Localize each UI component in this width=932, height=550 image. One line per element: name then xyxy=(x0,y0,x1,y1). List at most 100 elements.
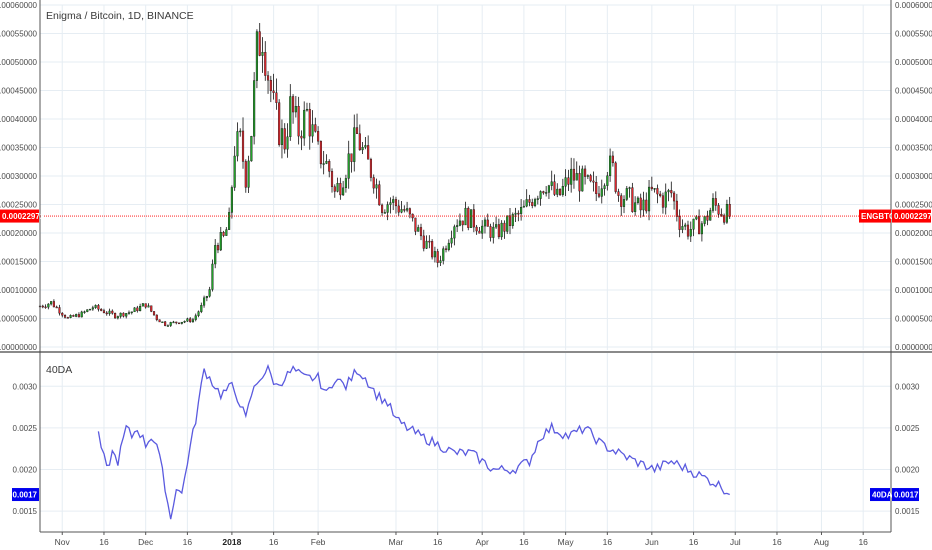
candle-down xyxy=(339,183,342,196)
candle-down xyxy=(41,305,44,308)
x-tick-label: 16 xyxy=(519,537,529,547)
price-tick-label-left: 0.00055000 xyxy=(0,30,38,39)
candle-down xyxy=(717,205,720,215)
candle-up xyxy=(236,131,239,157)
price-tick-label-right: 0.00020000 xyxy=(895,229,932,238)
candle-up xyxy=(550,181,553,186)
candle-up xyxy=(547,185,550,193)
candle-down xyxy=(319,140,322,165)
candle-down xyxy=(728,203,731,217)
candle-up xyxy=(108,310,111,314)
candle-up xyxy=(481,225,484,234)
candle-down xyxy=(461,220,464,226)
candle-up xyxy=(386,204,389,213)
candle-up xyxy=(47,303,50,308)
candle-up xyxy=(700,223,703,235)
price-panel[interactable] xyxy=(38,23,891,327)
candle-up xyxy=(681,226,684,230)
candle-down xyxy=(394,199,398,207)
candle-down xyxy=(150,305,153,312)
candle-up xyxy=(425,240,428,249)
candle-up xyxy=(75,314,78,317)
candle-up xyxy=(191,319,195,322)
candle-up xyxy=(50,301,53,305)
price-tick-label-left: 0.00060000 xyxy=(0,1,38,10)
price-tick-label-left: 0.00025000 xyxy=(0,201,38,210)
candle-up xyxy=(667,190,670,193)
x-tick-label: 16 xyxy=(433,537,443,547)
indicator-panel[interactable] xyxy=(97,363,730,520)
candle-up xyxy=(709,210,712,221)
last-price-badge-right-text: 0.00022972 xyxy=(894,212,932,221)
indicator-tick-label-left: 0.0025 xyxy=(13,424,38,433)
candle-down xyxy=(111,310,114,314)
candle-up xyxy=(514,212,517,215)
x-tick-label: Jul xyxy=(730,537,741,547)
candle-up xyxy=(130,311,133,314)
candle-down xyxy=(66,317,69,319)
indicator-name-badge-text: 40DA xyxy=(872,491,893,500)
symbol-badge-bg xyxy=(859,209,891,223)
candle-up xyxy=(69,315,72,318)
candle-down xyxy=(275,92,278,103)
price-tick-label-right: 0.00050000 xyxy=(895,58,932,67)
candle-up xyxy=(225,229,228,236)
candle-down xyxy=(497,224,500,238)
candle-up xyxy=(294,106,297,113)
candle-down xyxy=(61,312,64,316)
candle-up xyxy=(325,161,328,164)
candle-down xyxy=(714,198,717,206)
candle-down xyxy=(531,202,534,206)
candle-down xyxy=(241,130,245,162)
candle-down xyxy=(720,213,723,216)
candle-up xyxy=(447,242,450,250)
candle-up xyxy=(180,321,183,324)
candle-up xyxy=(647,186,651,212)
candle-up xyxy=(581,168,584,192)
candle-up xyxy=(289,96,292,138)
candle-down xyxy=(63,315,67,318)
candle-down xyxy=(675,200,678,217)
candle-down xyxy=(489,226,492,238)
candle-down xyxy=(670,190,673,194)
indicator-tick-label-left: 0.0030 xyxy=(13,382,38,391)
candle-up xyxy=(506,215,509,232)
candle-up xyxy=(336,183,339,192)
candle-down xyxy=(355,127,359,134)
candle-up xyxy=(522,205,525,208)
candle-down xyxy=(678,216,681,230)
indicator-40da-line xyxy=(97,363,730,520)
indicator-tick-label-right: 0.0030 xyxy=(895,382,920,391)
x-tick-label: May xyxy=(558,537,575,547)
candle-up xyxy=(561,186,564,195)
price-tick-label-left: 0.00040000 xyxy=(0,115,38,124)
price-tick-label-left: 0.00010000 xyxy=(0,286,38,295)
candle-up xyxy=(200,305,203,312)
candle-up xyxy=(628,187,631,189)
candle-down xyxy=(72,315,75,317)
candle-down xyxy=(572,168,576,181)
candle-up xyxy=(642,199,645,211)
candle-up xyxy=(166,325,169,327)
indicator-value-badge-left-bg xyxy=(12,488,39,502)
candle-down xyxy=(472,209,475,228)
candle-up xyxy=(469,209,473,228)
x-tick-label: 16 xyxy=(689,537,699,547)
candle-down xyxy=(558,188,562,195)
candle-up xyxy=(353,127,356,162)
price-tick-label-left: 0.00050000 xyxy=(0,58,38,67)
candle-down xyxy=(645,199,648,212)
candle-down xyxy=(686,224,690,237)
candle-up xyxy=(230,187,233,213)
price-tick-label-right: 0.00030000 xyxy=(895,172,932,181)
indicator-name-badge: 40DA xyxy=(870,488,893,502)
candle-down xyxy=(444,248,448,250)
candle-up xyxy=(492,226,495,238)
indicator-value-badge-right-bg xyxy=(892,488,919,502)
candle-up xyxy=(208,289,211,297)
candle-up xyxy=(622,199,626,207)
candle-down xyxy=(517,212,520,215)
candle-up xyxy=(545,192,548,194)
candle-down xyxy=(414,217,417,232)
